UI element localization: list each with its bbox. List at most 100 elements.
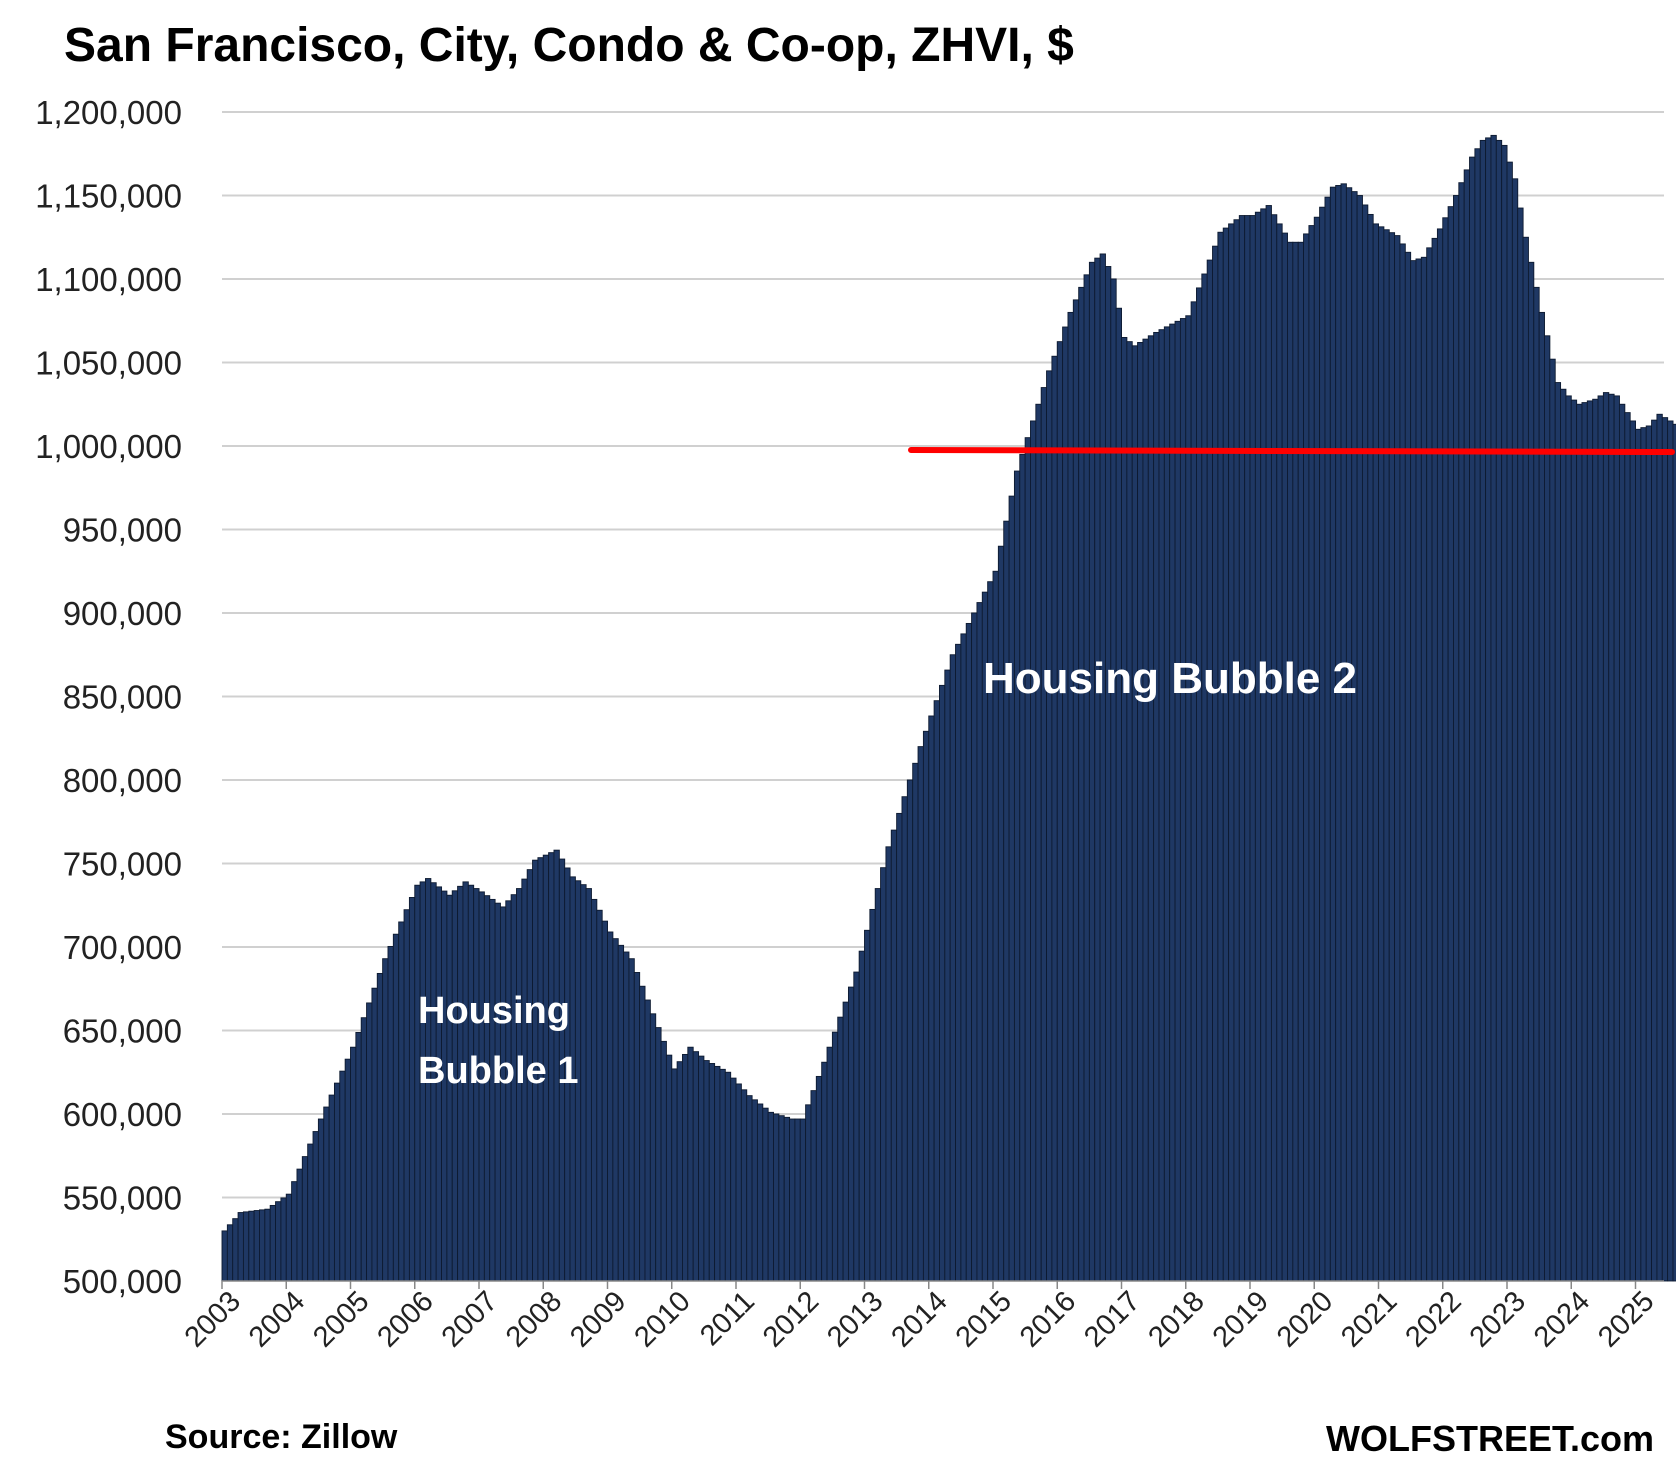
bar xyxy=(783,1116,791,1282)
bar xyxy=(1281,232,1288,1282)
bar xyxy=(221,1230,228,1282)
bar xyxy=(682,1053,689,1282)
bar xyxy=(1099,253,1106,1282)
bar xyxy=(885,846,892,1282)
bar xyxy=(971,612,978,1282)
bar xyxy=(1313,216,1321,1282)
bar xyxy=(1399,243,1406,1282)
bar xyxy=(1458,182,1465,1282)
bar xyxy=(805,1104,812,1282)
bar xyxy=(1088,261,1096,1282)
bar xyxy=(1287,241,1294,1282)
brand-watermark: WOLFSTREET.com xyxy=(1325,1418,1654,1459)
x-tick-label: 2016 xyxy=(1014,1285,1082,1353)
annotation-housing-bubble-1-line1: Housing xyxy=(418,990,570,1032)
bar xyxy=(955,643,962,1282)
bar xyxy=(660,1040,667,1282)
bar xyxy=(1410,260,1417,1282)
bar xyxy=(826,1046,833,1282)
bar xyxy=(1319,206,1326,1282)
y-tick-label: 550,000 xyxy=(63,1180,182,1217)
y-tick-label: 1,050,000 xyxy=(35,345,182,382)
x-tick-label: 2024 xyxy=(1528,1285,1596,1353)
bar xyxy=(307,1143,314,1282)
bar xyxy=(730,1077,737,1282)
bar xyxy=(912,762,919,1282)
bar xyxy=(799,1118,807,1282)
y-tick-label: 1,100,000 xyxy=(35,261,182,298)
bar xyxy=(280,1197,287,1282)
bar xyxy=(1581,402,1588,1282)
bar xyxy=(1586,400,1594,1282)
x-tick-label: 2011 xyxy=(694,1285,761,1352)
bar xyxy=(896,812,903,1282)
bar xyxy=(403,909,410,1282)
bar xyxy=(1656,413,1663,1282)
bar xyxy=(296,1168,303,1282)
y-axis-ticks: 500,000 550,000 600,000 650,000 700,000 750,0… xyxy=(35,94,182,1300)
bar xyxy=(1147,335,1155,1282)
bar xyxy=(1249,215,1256,1282)
bar xyxy=(949,654,957,1282)
bar xyxy=(1244,215,1251,1282)
y-tick-label: 500,000 xyxy=(63,1263,182,1300)
bar xyxy=(928,715,935,1282)
bar xyxy=(1549,358,1556,1282)
bar xyxy=(1094,257,1101,1282)
bar xyxy=(756,1103,764,1282)
y-tick-label: 1,150,000 xyxy=(35,178,182,215)
bar xyxy=(1056,341,1064,1282)
bar xyxy=(1254,211,1262,1282)
bar xyxy=(1217,231,1224,1282)
bar xyxy=(1013,470,1021,1282)
bar xyxy=(494,902,501,1282)
bar xyxy=(248,1210,255,1282)
bar xyxy=(1238,215,1246,1282)
bar xyxy=(944,669,951,1282)
x-tick-label: 2020 xyxy=(1271,1285,1339,1353)
bar xyxy=(1463,169,1471,1282)
bar xyxy=(1527,261,1535,1282)
bar xyxy=(976,602,983,1282)
bar xyxy=(585,888,592,1282)
bar xyxy=(692,1051,700,1282)
bar xyxy=(1083,274,1090,1282)
bar xyxy=(617,944,625,1282)
bar xyxy=(1517,207,1524,1282)
bar xyxy=(633,972,641,1282)
bar xyxy=(1072,299,1080,1282)
bar xyxy=(698,1055,705,1282)
y-tick-label: 650,000 xyxy=(63,1013,182,1050)
bar xyxy=(1292,241,1299,1282)
bar xyxy=(1415,258,1422,1282)
bar xyxy=(1597,395,1604,1282)
bar xyxy=(1110,278,1117,1282)
bar xyxy=(253,1210,260,1282)
bar xyxy=(1104,266,1112,1282)
bar xyxy=(1479,139,1487,1282)
bar xyxy=(1345,187,1353,1282)
bar xyxy=(751,1099,758,1282)
bar xyxy=(1447,206,1454,1282)
bar xyxy=(1270,214,1278,1282)
bar xyxy=(612,938,619,1282)
bar xyxy=(960,633,967,1282)
x-tick-label: 2019 xyxy=(1207,1285,1275,1353)
bar xyxy=(665,1054,673,1282)
bar xyxy=(408,897,416,1282)
bar xyxy=(831,1031,839,1282)
bar xyxy=(639,985,646,1282)
bar xyxy=(623,951,630,1282)
bar xyxy=(355,1031,362,1282)
bar xyxy=(269,1204,277,1282)
bar xyxy=(778,1115,785,1282)
bar xyxy=(1303,233,1310,1282)
bar xyxy=(746,1095,753,1282)
bar xyxy=(291,1181,298,1282)
bar xyxy=(794,1118,801,1282)
source-note: Source: Zillow xyxy=(165,1418,398,1456)
bar xyxy=(1645,425,1653,1282)
bar xyxy=(1324,196,1331,1282)
x-tick-label: 2006 xyxy=(371,1285,439,1353)
